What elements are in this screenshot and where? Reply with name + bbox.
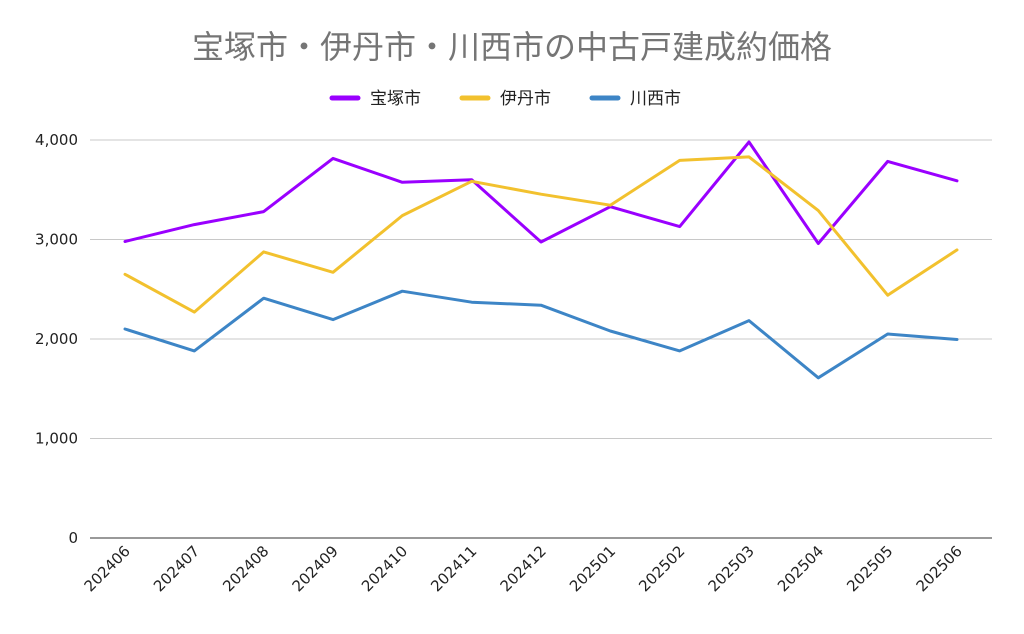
x-tick-label: 202503	[705, 542, 758, 595]
y-tick-label: 3,000	[35, 231, 78, 249]
y-axis: 0 1,000 2,000 3,000 4,000	[35, 131, 78, 547]
legend-label: 宝塚市	[370, 89, 421, 109]
x-tick-label: 202501	[566, 542, 619, 595]
y-tick-label: 2,000	[35, 330, 78, 348]
x-tick-label: 202407	[150, 542, 203, 595]
y-tick-label: 0	[68, 529, 78, 547]
gridlines	[90, 139, 992, 539]
legend-label: 川西市	[630, 89, 681, 109]
legend-label: 伊丹市	[500, 89, 551, 109]
x-axis: 202406 202407 202408 202409 202410 202411 2024…	[81, 542, 966, 595]
x-tick-label: 202410	[358, 542, 411, 595]
chart-title: 宝塚市・伊丹市・川西市の中古戸建成約価格	[192, 28, 832, 66]
x-tick-label: 202408	[219, 542, 272, 595]
x-tick-label: 202505	[843, 542, 896, 595]
legend: 宝塚市 伊丹市 川西市	[329, 89, 681, 109]
x-tick-label: 202409	[289, 542, 342, 595]
series-line	[123, 155, 959, 314]
x-tick-label: 202502	[635, 542, 688, 595]
series-lines	[123, 140, 959, 380]
x-tick-label: 202412	[497, 542, 550, 595]
x-tick-label: 202504	[774, 542, 827, 595]
x-tick-label: 202506	[913, 542, 966, 595]
y-tick-label: 4,000	[35, 131, 78, 149]
x-tick-label: 202411	[427, 542, 480, 595]
x-tick-label: 202406	[81, 542, 134, 595]
series-line	[123, 289, 959, 380]
series-line	[123, 140, 959, 245]
y-tick-label: 1,000	[35, 430, 78, 448]
